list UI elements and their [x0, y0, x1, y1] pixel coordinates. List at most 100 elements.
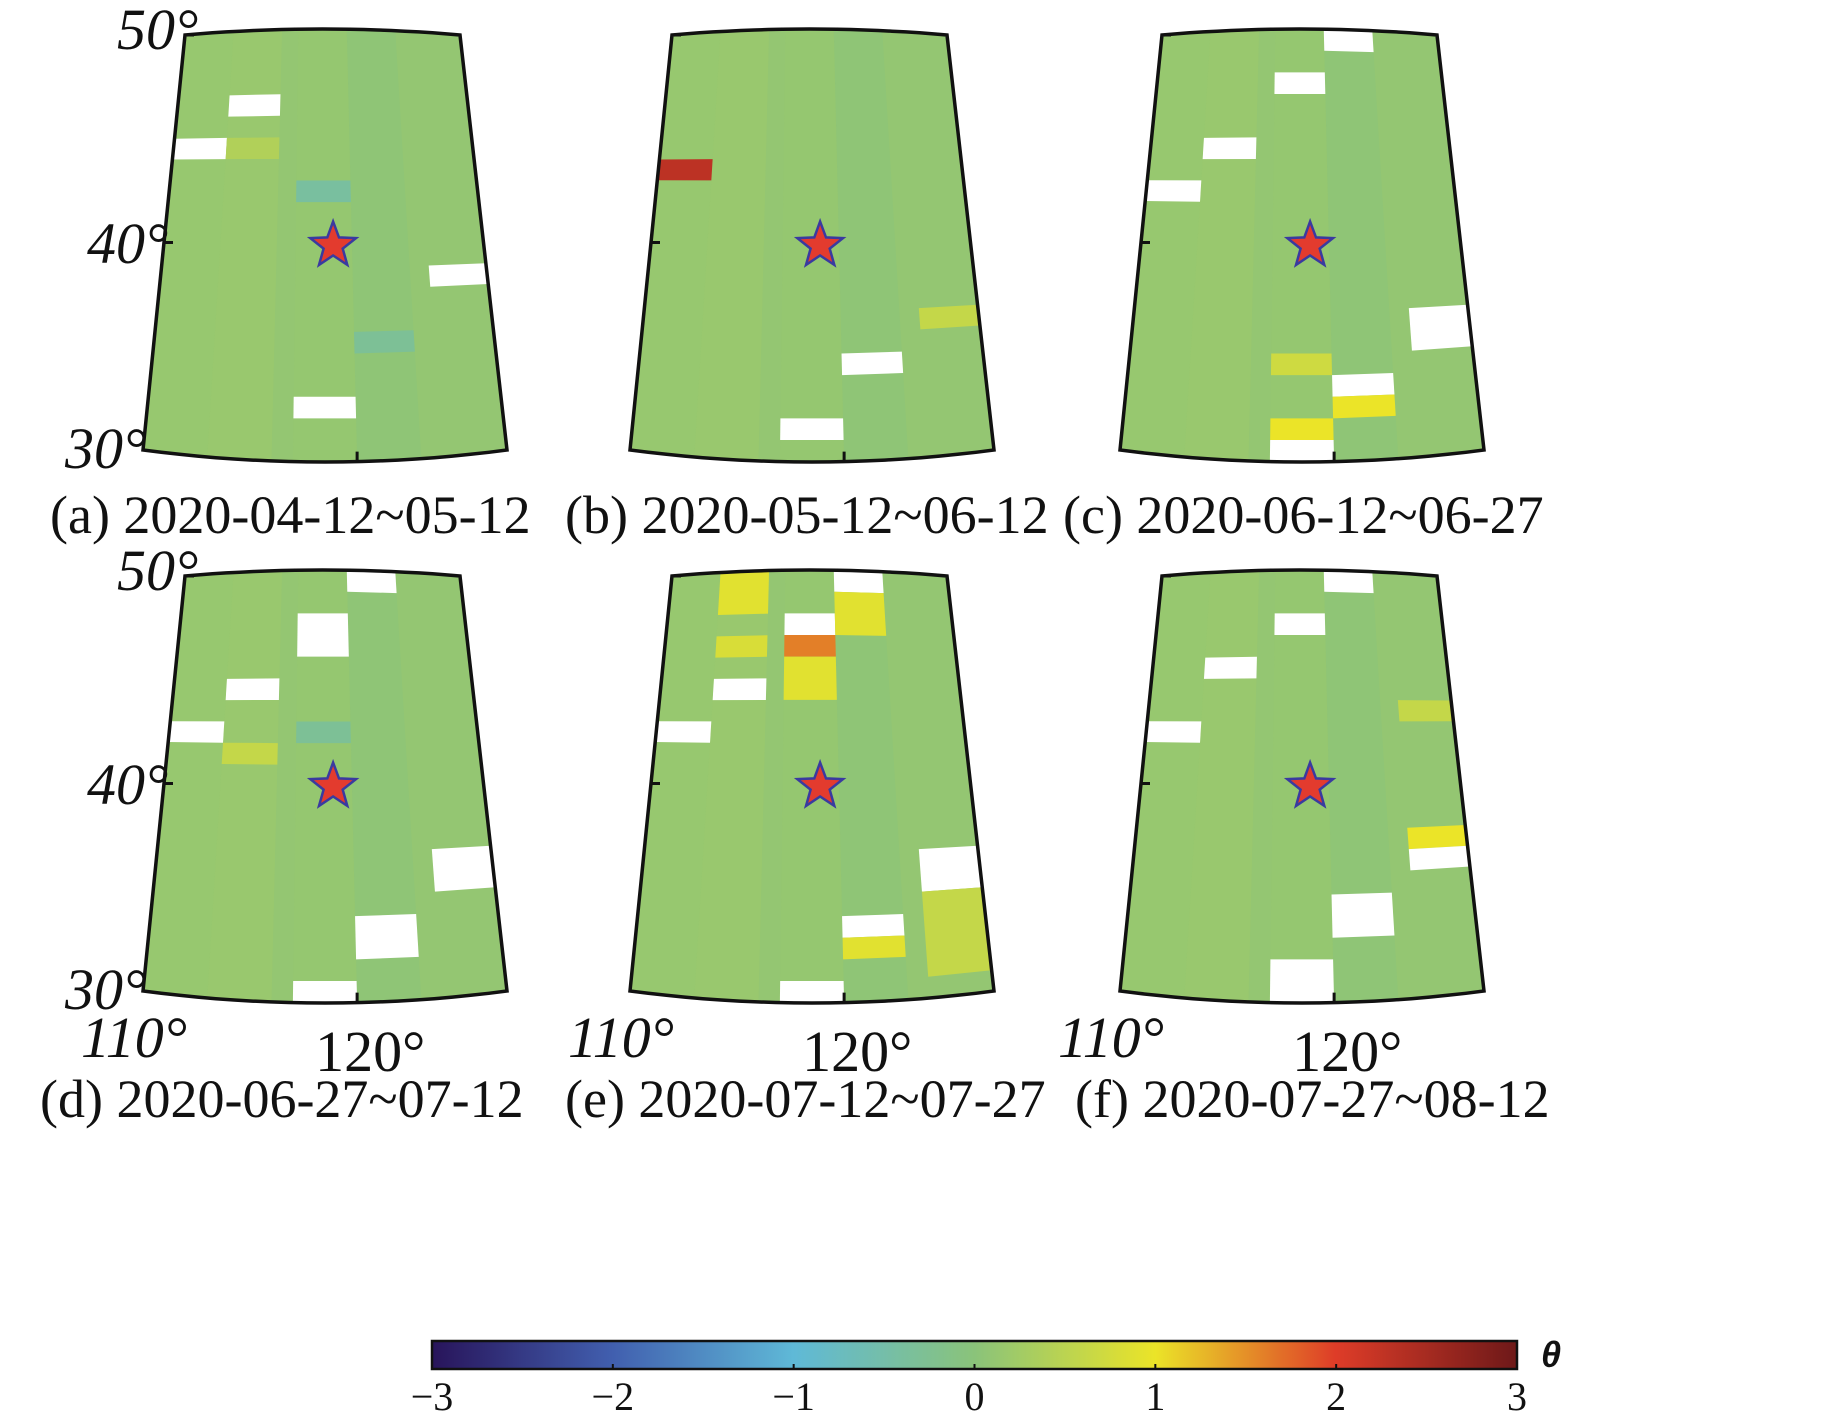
epicenter-star-icon	[1283, 758, 1337, 809]
panel-caption-c: (c) 2020-06-12~06-27	[1063, 485, 1544, 545]
heatmap-strip	[346, 29, 422, 462]
map-panel-a	[141, 27, 509, 464]
missing-data-cell	[1408, 845, 1470, 871]
map-panel-e	[628, 568, 996, 1005]
lon-label: 120°	[802, 1018, 913, 1084]
map-frame	[141, 568, 509, 1005]
missing-data-cell	[1203, 656, 1257, 679]
heatmap-strip	[143, 572, 234, 998]
missing-data-cell	[293, 396, 357, 419]
heatmap-cell	[717, 570, 770, 616]
missing-data-cell	[1145, 721, 1202, 743]
heatmap-cell	[842, 935, 906, 960]
lon-label: 110°	[1058, 1005, 1164, 1070]
missing-data-cell	[431, 845, 496, 892]
heatmap-cell	[225, 137, 280, 160]
heatmap-cell	[354, 330, 415, 354]
heatmap-cell	[918, 304, 980, 330]
map-panel-c	[1118, 27, 1486, 464]
panel-caption-f: (f) 2020-07-27~08-12	[1075, 1069, 1550, 1129]
heatmap-strip	[694, 570, 770, 1002]
missing-data-cell	[655, 721, 712, 743]
lat-label: 40°	[87, 752, 169, 817]
heatmap-strip	[630, 572, 721, 998]
colorbar-tick-label: −1	[772, 1374, 815, 1419]
missing-data-cell	[228, 94, 281, 117]
heatmap-cell	[1270, 418, 1334, 441]
colorbar-tick-label: 2	[1326, 1374, 1347, 1419]
missing-data-cell	[779, 981, 845, 1003]
missing-data-cell	[297, 613, 349, 657]
heatmap-cell	[1270, 353, 1333, 376]
heatmap-cell	[834, 591, 887, 636]
colorbar-tick-label: −2	[591, 1374, 635, 1419]
missing-data-cell	[1202, 137, 1257, 160]
heatmap-cell	[1397, 700, 1454, 722]
heatmap-strip	[143, 31, 234, 457]
colorbar-tick-label: 3	[1507, 1374, 1527, 1419]
panel-caption-b: (b) 2020-05-12~06-12	[565, 485, 1049, 545]
missing-data-cell	[712, 678, 767, 701]
missing-data-cell	[1269, 959, 1335, 1003]
lat-label: 30°	[65, 957, 147, 1022]
missing-data-cell	[292, 981, 358, 1003]
epicenter-star-icon	[306, 758, 360, 809]
heatmap-strip	[207, 570, 283, 1002]
missing-data-cell	[1332, 373, 1395, 397]
heatmap-strip	[833, 570, 909, 1003]
heatmap-strip	[1184, 29, 1260, 461]
map-frame	[628, 27, 996, 464]
heatmap-cell	[715, 635, 768, 658]
colorbar-tick-label: −3	[410, 1374, 454, 1419]
missing-data-cell	[1323, 570, 1374, 594]
lat-label: 50°	[117, 0, 199, 62]
missing-data-cell	[1145, 180, 1202, 202]
heatmap-cell	[1332, 394, 1396, 419]
missing-data-cell	[918, 845, 983, 892]
missing-data-cell	[428, 263, 489, 287]
missing-data-cell	[172, 137, 227, 160]
missing-data-cell	[346, 570, 397, 594]
heatmap-cell	[296, 721, 351, 744]
lon-label: 110°	[81, 1005, 187, 1070]
heatmap-strip	[207, 29, 283, 461]
missing-data-cell	[842, 914, 905, 938]
panel-caption-a: (a) 2020-04-12~05-12	[50, 485, 531, 545]
lon-label: 110°	[568, 1005, 674, 1070]
missing-data-cell	[168, 721, 225, 743]
lat-label: 50°	[117, 538, 199, 603]
missing-data-cell	[1323, 29, 1374, 53]
lat-label: 40°	[87, 211, 169, 276]
missing-data-cell	[841, 351, 904, 376]
lat-label: 30°	[65, 416, 147, 481]
heatmap-strip	[346, 570, 422, 1003]
missing-data-cell	[784, 613, 836, 636]
heatmap-strip	[1120, 572, 1211, 998]
heatmap-field	[1120, 570, 1484, 1003]
map-panel-f	[1118, 568, 1486, 1005]
heatmap-cell	[657, 159, 713, 181]
panel-caption-d: (d) 2020-06-27~07-12	[40, 1069, 524, 1129]
missing-data-cell	[1331, 892, 1395, 938]
missing-data-cell	[1274, 72, 1326, 95]
missing-data-cell	[355, 914, 419, 960]
colorbar-title: θ	[1541, 1334, 1562, 1375]
missing-data-cell	[225, 678, 280, 701]
colorbar-tick-label: 0	[964, 1374, 985, 1419]
heatmap-strip	[694, 29, 770, 461]
heatmap-cell	[1407, 825, 1468, 850]
lon-label: 120°	[1292, 1018, 1403, 1084]
epicenter-star-icon	[793, 217, 847, 268]
heatmap-strip	[1323, 29, 1399, 462]
map-panel-d	[141, 568, 509, 1005]
heatmap-cell	[221, 742, 278, 765]
heatmap-strip	[1120, 31, 1211, 457]
map-frame	[1118, 568, 1486, 1005]
map-frame	[628, 568, 996, 1005]
map-frame	[1118, 27, 1486, 464]
colorbar	[430, 1339, 1519, 1371]
missing-data-cell	[1408, 304, 1473, 351]
colorbar-tick-label: 1	[1145, 1374, 1166, 1419]
missing-data-cell	[780, 418, 844, 441]
